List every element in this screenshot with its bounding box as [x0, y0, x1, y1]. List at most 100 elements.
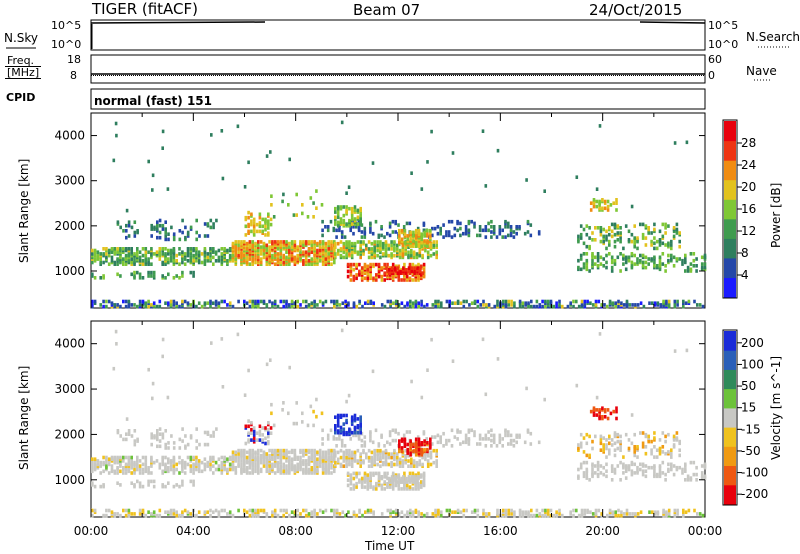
data-cell: [296, 257, 299, 261]
data-cell: [158, 466, 162, 470]
data-cell: [158, 432, 162, 436]
data-cell: [484, 184, 488, 188]
data-cell: [147, 466, 150, 470]
data-cell: [409, 453, 412, 457]
data-cell: [152, 460, 156, 465]
data-cell: [138, 259, 142, 263]
data-cell: [622, 303, 626, 307]
data-cell: [309, 404, 313, 409]
data-cell: [383, 487, 386, 491]
data-cell: [203, 301, 207, 305]
data-cell: [580, 512, 584, 516]
data-cell: [431, 512, 435, 516]
data-cell: [336, 424, 340, 428]
data-cell: [262, 252, 266, 256]
data-cell: [448, 299, 451, 304]
data-cell: [257, 243, 260, 248]
data-cell: [155, 513, 159, 518]
beam-label: Beam 07: [353, 1, 421, 19]
data-cell: [130, 272, 133, 277]
data-cell: [279, 469, 283, 474]
data-cell: [653, 236, 656, 240]
data-cell: [264, 426, 267, 430]
data-cell: [582, 474, 586, 479]
data-cell: [265, 512, 269, 516]
data-cell: [467, 228, 471, 233]
data-cell: [268, 457, 271, 461]
data-cell: [585, 258, 589, 263]
data-cell: [397, 483, 401, 488]
data-cell: [586, 508, 589, 513]
data-cell: [141, 262, 145, 266]
data-cell: [217, 248, 221, 253]
data-cell: [379, 240, 382, 244]
data-cell: [299, 455, 302, 460]
data-cell: [521, 301, 525, 305]
data-cell: [220, 299, 224, 304]
data-cell: [515, 231, 518, 236]
data-cell: [416, 435, 420, 439]
data-cell: [415, 460, 419, 465]
data-cell: [141, 299, 145, 304]
nsearch-label: N.Search: [746, 30, 800, 44]
data-cell: [119, 462, 122, 467]
data-cell: [296, 466, 299, 470]
data-cell: [326, 225, 330, 229]
data-cell: [569, 510, 572, 514]
data-cell: [276, 462, 280, 467]
data-cell: [639, 431, 642, 435]
data-cell: [678, 448, 681, 452]
data-cell: [605, 260, 608, 265]
data-cell: [588, 244, 591, 249]
data-cell: [605, 438, 608, 442]
data-cell: [595, 395, 599, 400]
data-cell: [228, 455, 232, 460]
data-cell: [407, 475, 411, 479]
data-cell: [432, 448, 436, 453]
data-cell: [355, 304, 359, 309]
data-cell: [167, 481, 170, 485]
data-cell: [662, 508, 665, 513]
data-cell: [653, 510, 657, 514]
data-cell: [408, 471, 412, 476]
data-cell: [617, 513, 620, 518]
data-cell: [212, 262, 215, 266]
data-cell: [349, 273, 353, 277]
data-cell: [355, 276, 358, 281]
data-cell: [257, 455, 260, 460]
data-cell: [409, 439, 412, 443]
data-cell: [653, 301, 657, 305]
data-cell: [258, 424, 262, 429]
data-cell: [122, 508, 125, 513]
data-cell: [577, 234, 580, 239]
colorbar-band: [724, 199, 736, 220]
y-tick-label: 3000: [54, 382, 85, 396]
data-cell: [110, 247, 114, 251]
data-cell: [599, 232, 603, 237]
data-cell: [588, 226, 591, 230]
data-cell: [271, 253, 274, 258]
data-cell: [335, 437, 338, 441]
data-cell: [116, 247, 119, 251]
data-cell: [251, 299, 254, 304]
data-cell: [172, 255, 176, 260]
data-cell: [102, 274, 105, 278]
data-cell: [350, 450, 354, 455]
data-cell: [572, 304, 575, 309]
data-cell: [467, 428, 471, 433]
data-cell: [313, 448, 316, 453]
data-cell: [685, 140, 689, 145]
data-cell: [492, 437, 496, 441]
data-cell: [429, 437, 432, 442]
data-cell: [387, 247, 391, 251]
data-cell: [689, 252, 693, 256]
data-cell: [445, 442, 448, 446]
data-cell: [492, 433, 496, 438]
data-cell: [353, 217, 357, 221]
data-cell: [641, 469, 645, 473]
data-cell: [408, 262, 412, 267]
data-cell: [673, 299, 677, 304]
data-cell: [245, 241, 249, 246]
data-cell: [594, 434, 597, 439]
data-cell: [619, 478, 622, 482]
